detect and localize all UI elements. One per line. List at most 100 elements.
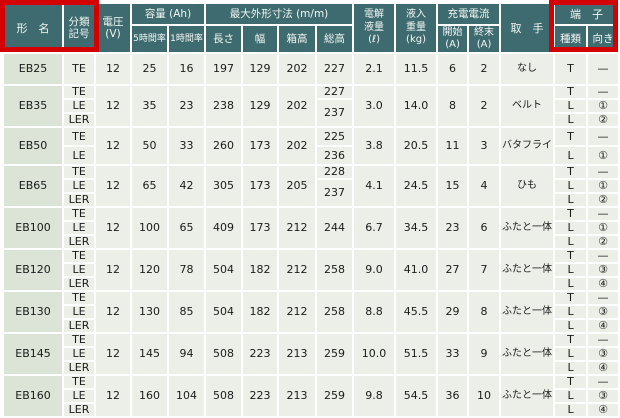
cell-capacity-5h: 130	[130, 290, 169, 334]
cell-capacity-1h: 85	[167, 290, 206, 334]
cell-width: 182	[241, 248, 279, 292]
cell-class-symbol: LE	[62, 346, 96, 362]
cell-electrolyte-volume: 8.8	[352, 290, 397, 334]
cell-width: 173	[241, 126, 279, 166]
cell-class-symbol: LE	[62, 145, 96, 166]
cell-terminal-direction: ①	[586, 220, 620, 236]
cell-width: 173	[241, 164, 279, 208]
cell-total-height: 237	[314, 98, 355, 128]
cell-charge-end: 4	[467, 164, 502, 208]
cell-terminal-direction: —	[586, 52, 620, 86]
cell-terminal-type: L	[553, 262, 589, 278]
cell-filled-weight: 54.5	[394, 374, 439, 418]
cell-model-name: EB100	[2, 206, 64, 250]
cell-filled-weight: 14.0	[394, 84, 439, 128]
cell-length: 409	[204, 206, 243, 250]
header-dim-length: 長さ	[204, 24, 243, 54]
cell-terminal-direction: ①	[586, 98, 620, 114]
cell-terminal-direction: ④	[586, 318, 620, 334]
table-row: EB25 TE 12 25 16 197 129 202 227 2.1 11.5 6 2 なし T —	[2, 52, 620, 86]
cell-handle: なし	[499, 52, 556, 86]
cell-terminal-type: T	[553, 84, 589, 100]
cell-capacity-5h: 65	[130, 164, 169, 208]
cell-class-symbol: TE	[62, 84, 96, 100]
cell-box-height: 202	[277, 84, 317, 128]
cell-capacity-5h: 160	[130, 374, 169, 418]
cell-handle: バタフライ	[499, 126, 556, 166]
cell-capacity-1h: 65	[167, 206, 206, 250]
cell-capacity-5h: 50	[130, 126, 169, 166]
cell-charge-start: 23	[436, 206, 470, 250]
header-voltage: 電圧 (V)	[94, 2, 132, 54]
cell-voltage: 12	[94, 374, 132, 418]
cell-capacity-1h: 94	[167, 332, 206, 376]
cell-capacity-1h: 16	[167, 52, 206, 86]
cell-terminal-type: L	[553, 360, 589, 376]
cell-box-height: 213	[277, 332, 317, 376]
cell-class-symbol: TE	[62, 332, 96, 348]
header-terminal-direction: 向き	[586, 24, 620, 54]
cell-class-symbol: TE	[62, 248, 96, 264]
cell-terminal-direction: —	[586, 248, 620, 264]
header-terminal-type: 種類	[553, 24, 589, 54]
cell-terminal-type: L	[553, 388, 589, 404]
cell-filled-weight: 20.5	[394, 126, 439, 166]
cell-terminal-direction: —	[586, 164, 620, 180]
cell-terminal-direction: ①	[586, 178, 620, 194]
cell-filled-weight: 51.5	[394, 332, 439, 376]
cell-length: 504	[204, 248, 243, 292]
cell-box-height: 212	[277, 206, 317, 250]
cell-length: 508	[204, 332, 243, 376]
cell-total-height: 227	[314, 84, 355, 100]
cell-terminal-direction: ④	[586, 360, 620, 376]
cell-voltage: 12	[94, 248, 132, 292]
cell-terminal-direction: ④	[586, 276, 620, 292]
header-filled-weight: 液入 重量 (kg)	[394, 2, 439, 54]
cell-class-symbol: LER	[62, 192, 96, 208]
cell-class-symbol: LE	[62, 220, 96, 236]
cell-model-name: EB120	[2, 248, 64, 292]
cell-handle: ふたと一体	[499, 290, 556, 334]
table-row: LE 236 L ①	[3, 145, 620, 166]
cell-terminal-direction: ②	[586, 234, 620, 250]
cell-charge-end: 10	[467, 374, 502, 418]
cell-filled-weight: 34.5	[394, 206, 439, 250]
table-row: LER L ④	[3, 360, 620, 376]
cell-terminal-direction: ③	[586, 346, 620, 362]
cell-length: 197	[204, 52, 243, 86]
cell-capacity-5h: 100	[130, 206, 169, 250]
cell-class-symbol: LE	[62, 178, 96, 194]
cell-capacity-5h: 25	[130, 52, 169, 86]
cell-charge-end: 6	[467, 206, 502, 250]
header-charge-start: 開始 (A)	[436, 24, 470, 54]
table-row: LE L ③	[3, 262, 620, 278]
cell-width: 223	[241, 332, 279, 376]
table-row: EB145 TE 12 145 94 508 223 213 259 10.0 51.5 33 9 ふたと…	[2, 332, 620, 376]
cell-charge-start: 29	[436, 290, 470, 334]
cell-box-height: 212	[277, 290, 317, 334]
cell-terminal-type: T	[553, 332, 589, 348]
cell-class-symbol: LE	[62, 304, 96, 320]
table-row: LER L ②	[3, 192, 620, 208]
cell-length: 260	[204, 126, 243, 166]
cell-terminal-direction: —	[586, 206, 620, 222]
cell-class-symbol: TE	[62, 164, 96, 180]
cell-class-symbol: LE	[62, 262, 96, 278]
header-capacity-1h: 1時間率	[167, 24, 206, 54]
cell-box-height: 202	[277, 126, 317, 166]
header-dim-box-height: 箱高	[277, 24, 317, 54]
cell-voltage: 12	[94, 126, 132, 166]
cell-electrolyte-volume: 6.7	[352, 206, 397, 250]
cell-voltage: 12	[94, 290, 132, 334]
cell-width: 129	[241, 84, 279, 128]
cell-charge-start: 15	[436, 164, 470, 208]
cell-terminal-type: T	[553, 52, 589, 86]
header-electrolyte-volume: 電解 液量 (ℓ)	[352, 2, 397, 54]
cell-length: 508	[204, 374, 243, 418]
cell-electrolyte-volume: 3.0	[352, 84, 397, 128]
cell-filled-weight: 11.5	[394, 52, 439, 86]
header-terminal-group: 端 子	[553, 2, 620, 26]
cell-terminal-type: T	[553, 164, 589, 180]
cell-class-symbol: LER	[62, 318, 96, 334]
